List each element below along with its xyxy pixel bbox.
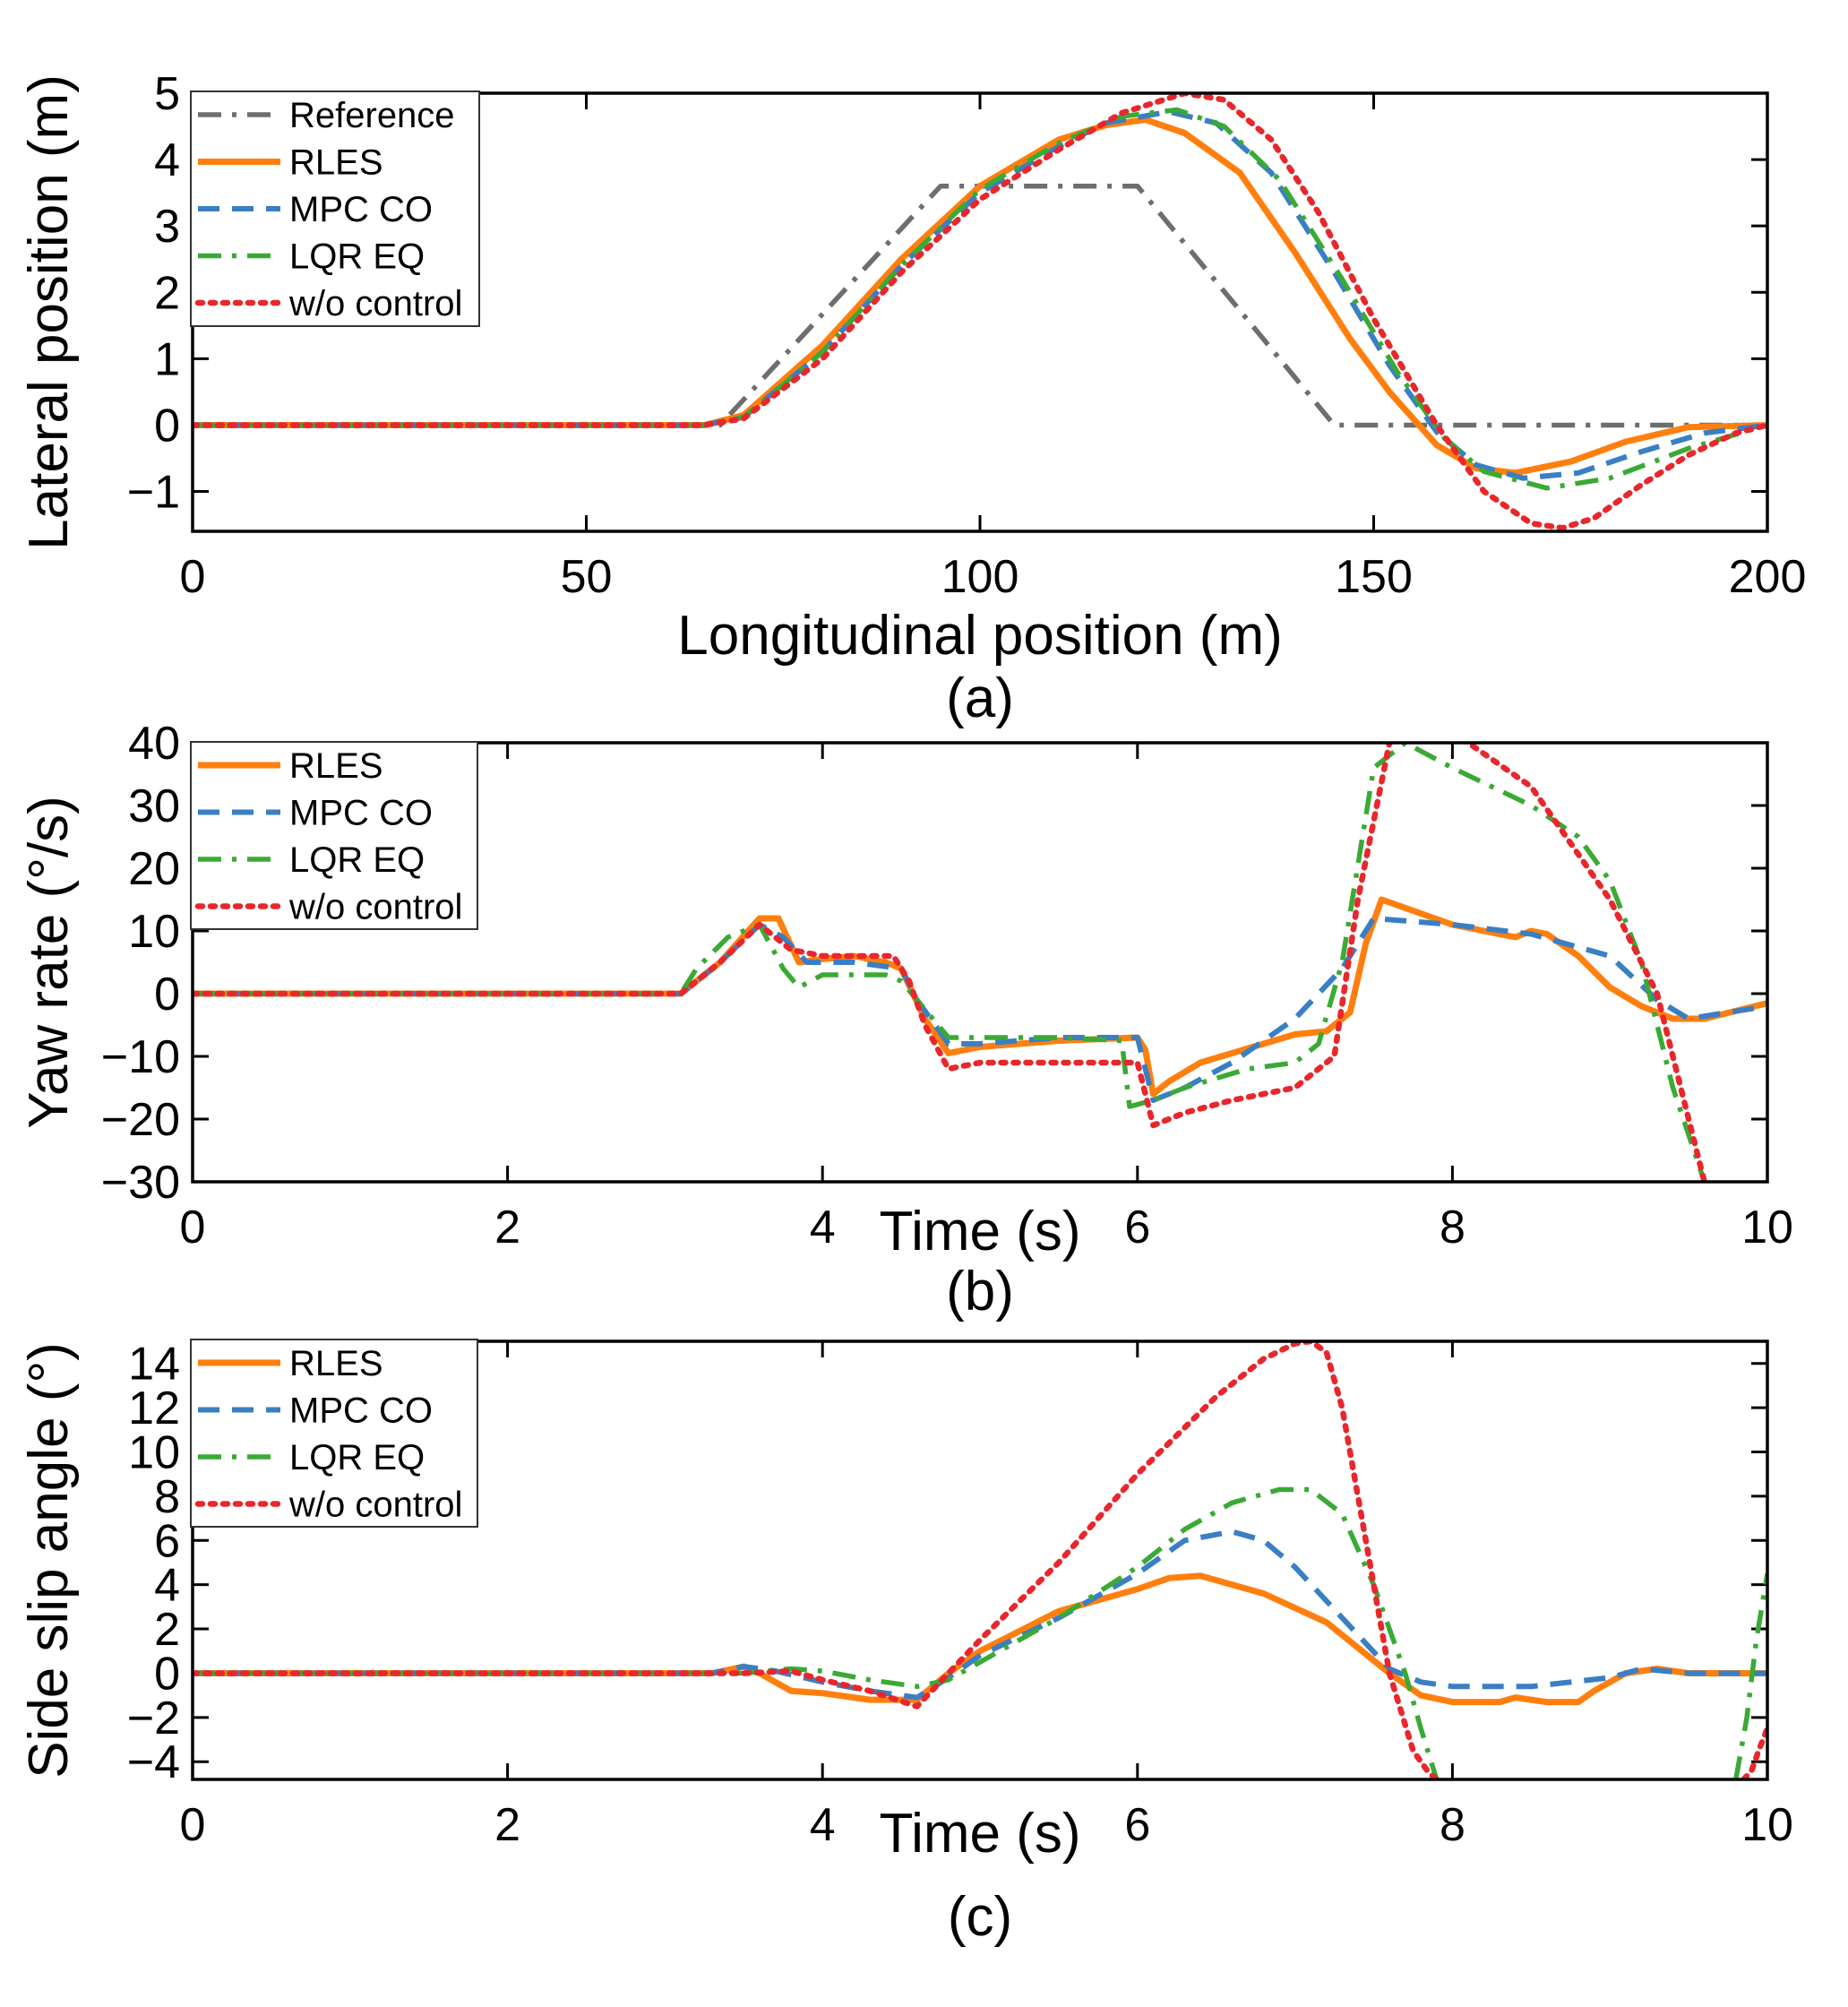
legend: RLES MPC CO LQR EQ w/o control <box>190 1339 478 1528</box>
panel-b: 0 2 4 6 8 10 −30 −20 −10 0 10 20 30 40 RLES MPC CO LQR E… <box>18 718 1793 1322</box>
x-tick-label: 2 <box>494 1202 520 1253</box>
y-tick-label: 20 <box>128 843 180 895</box>
x-tick-label: 6 <box>1124 1799 1150 1851</box>
x-tick-label: 10 <box>1741 1202 1793 1253</box>
series-line-lqr-eq <box>193 107 1767 491</box>
y-tick-label: −30 <box>101 1157 180 1209</box>
x-tick-label: 6 <box>1124 1202 1150 1253</box>
y-tick-label: 10 <box>128 906 180 958</box>
legend-label-w-o-control: w/o control <box>288 1486 462 1525</box>
x-tick-label: 8 <box>1440 1799 1466 1851</box>
series-line-mpc-co <box>193 108 1767 481</box>
series-line-rles <box>193 116 1767 477</box>
series-line-mpc-co <box>193 1529 1767 1701</box>
panel-caption: (c) <box>948 1886 1012 1948</box>
series-line-lqr-eq <box>193 1486 1440 1779</box>
y-tick-label: 2 <box>154 1604 180 1656</box>
legend-label-mpc-co: MPC CO <box>289 1391 433 1431</box>
y-tick-label: 4 <box>154 1560 180 1612</box>
series-line-w-o-control <box>193 93 1767 531</box>
y-tick-label: −10 <box>101 1031 180 1083</box>
legend: Reference RLES MPC CO LQR EQ w/o control <box>190 90 480 327</box>
y-tick-label: 4 <box>154 134 180 186</box>
x-tick-label: 100 <box>941 551 1019 603</box>
y-tick-label: 0 <box>154 1648 180 1700</box>
series-line-w-o-control <box>193 1341 1440 1779</box>
y-tick-label: 8 <box>154 1471 180 1523</box>
y-tick-label: 1 <box>154 333 180 385</box>
x-axis-label: Time (s) <box>880 1201 1081 1262</box>
series-line-mpc-co <box>193 916 1767 1103</box>
y-tick-label: 14 <box>128 1339 180 1391</box>
y-tick-label: 10 <box>128 1426 180 1478</box>
y-tick-label: −2 <box>127 1693 180 1744</box>
plot-frame <box>191 1339 1769 1781</box>
y-tick-label: −4 <box>127 1736 180 1788</box>
legend-label-mpc-co: MPC CO <box>289 190 433 229</box>
panel-caption: (b) <box>946 1261 1014 1322</box>
x-axis-label: Time (s) <box>880 1803 1081 1865</box>
legend: RLES MPC CO LQR EQ w/o control <box>190 741 478 930</box>
series-line-lqr-eq <box>193 743 1707 1182</box>
y-axis-label: Side slip angle (°) <box>18 1342 80 1779</box>
y-tick-label: 6 <box>154 1515 180 1567</box>
series-line-w-o-control <box>193 743 1707 1182</box>
x-tick-label: 8 <box>1440 1202 1466 1253</box>
y-tick-label: 0 <box>154 969 180 1021</box>
x-tick-label: 4 <box>810 1799 836 1851</box>
x-tick-label: 10 <box>1741 1799 1793 1851</box>
series-line-rles <box>193 1572 1767 1706</box>
series-line-w-o-control <box>1741 1725 1767 1779</box>
y-tick-label: −1 <box>127 467 180 519</box>
legend-label-rles: RLES <box>289 1344 383 1383</box>
x-tick-label: 50 <box>561 551 613 603</box>
x-tick-label: 150 <box>1335 551 1413 603</box>
x-tick-label: 2 <box>494 1799 520 1851</box>
y-tick-label: 5 <box>154 68 180 120</box>
series-line-lqr-eq <box>1733 1572 1767 1779</box>
y-tick-label: 0 <box>154 400 180 452</box>
plot-frame <box>191 741 1769 1184</box>
y-tick-label: 12 <box>128 1383 180 1434</box>
legend-label-reference: Reference <box>289 96 455 135</box>
legend-label-lqr-eq: LQR EQ <box>289 237 425 277</box>
y-tick-label: 3 <box>154 201 180 253</box>
y-axis-label: Yaw rate (°/s) <box>18 796 80 1129</box>
y-tick-label: 2 <box>154 267 180 319</box>
y-tick-label: −20 <box>101 1094 180 1146</box>
series-group <box>193 93 1767 531</box>
x-axis-label: Longitudinal position (m) <box>677 605 1283 667</box>
panel-caption: (a) <box>946 668 1014 729</box>
series-line-reference <box>193 183 1767 428</box>
legend-box <box>190 1339 478 1528</box>
legend-label-w-o-control: w/o control <box>288 284 462 323</box>
legend-label-rles: RLES <box>289 143 383 183</box>
y-tick-label: 30 <box>128 780 180 832</box>
legend-box <box>190 741 478 930</box>
y-axis-label: Lateral position (m) <box>18 74 80 550</box>
x-tick-label: 200 <box>1729 551 1807 603</box>
legend-label-mpc-co: MPC CO <box>289 794 433 833</box>
legend-label-rles: RLES <box>289 746 383 786</box>
x-tick-label: 4 <box>810 1202 836 1253</box>
legend-label-w-o-control: w/o control <box>288 888 462 927</box>
legend-label-lqr-eq: LQR EQ <box>289 840 425 880</box>
series-group <box>193 743 1767 1182</box>
x-tick-label: 0 <box>180 1799 206 1851</box>
legend-label-lqr-eq: LQR EQ <box>289 1438 425 1477</box>
series-group <box>193 1341 1767 1779</box>
x-tick-label: 0 <box>180 551 206 603</box>
y-tick-label: 40 <box>128 718 180 770</box>
x-tick-label: 0 <box>180 1202 206 1253</box>
